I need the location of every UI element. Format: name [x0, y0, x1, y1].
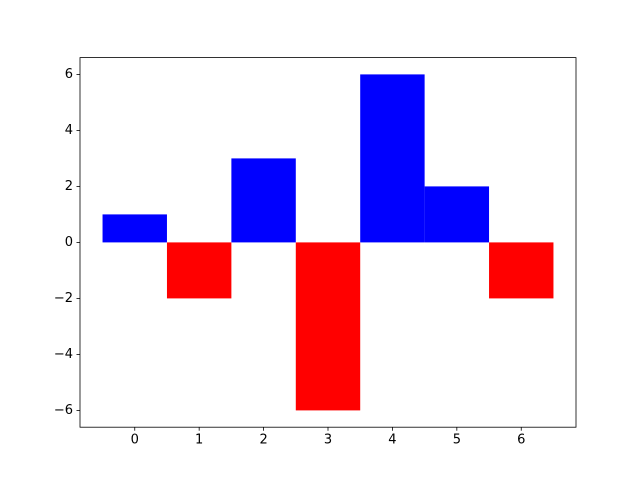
bar — [231, 158, 296, 243]
y-tick-label: 6 — [65, 67, 73, 82]
y-tick-label: 4 — [65, 123, 73, 138]
bar — [360, 74, 425, 243]
x-tick-label: 2 — [259, 433, 267, 448]
y-tick-label: −2 — [54, 291, 73, 306]
x-tick-label: 0 — [131, 433, 139, 448]
bar — [489, 242, 554, 299]
y-tick-label: 0 — [65, 235, 73, 250]
x-tick-label: 4 — [388, 433, 396, 448]
bar — [166, 242, 232, 299]
y-tick-label: 2 — [65, 179, 73, 194]
bar — [424, 186, 490, 243]
x-tick-label: 6 — [517, 433, 525, 448]
x-tick-label: 3 — [324, 433, 332, 448]
y-tick-label: −4 — [54, 347, 73, 362]
bar — [295, 242, 361, 411]
x-tick-label: 1 — [195, 433, 203, 448]
plot-frame — [79, 57, 577, 428]
y-tick-label: −6 — [54, 403, 73, 418]
bar — [102, 214, 167, 243]
x-tick-label: 5 — [453, 433, 461, 448]
